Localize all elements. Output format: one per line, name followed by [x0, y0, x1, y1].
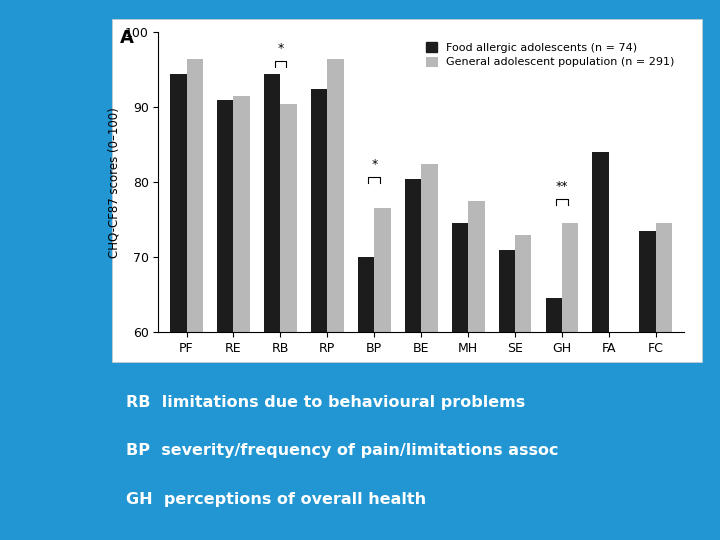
Bar — [405, 179, 421, 540]
Bar — [515, 235, 531, 540]
Text: BP  severity/frequency of pain/limitations assoc: BP severity/frequency of pain/limitation… — [126, 443, 559, 458]
Bar — [233, 96, 250, 540]
Bar — [328, 59, 343, 540]
Bar — [311, 89, 328, 540]
Bar — [562, 224, 578, 540]
Bar — [639, 231, 656, 540]
Text: *: * — [277, 42, 284, 55]
Text: GH  perceptions of overall health: GH perceptions of overall health — [126, 492, 426, 507]
Bar — [546, 299, 562, 540]
Bar — [421, 164, 438, 540]
Bar — [499, 249, 515, 540]
Bar — [217, 100, 233, 540]
Text: RB  limitations due to behavioural problems: RB limitations due to behavioural proble… — [126, 395, 526, 410]
Bar — [358, 257, 374, 540]
Text: **: ** — [556, 180, 568, 193]
Bar — [374, 208, 391, 540]
Bar — [264, 73, 280, 540]
Bar — [280, 104, 297, 540]
Bar — [186, 59, 203, 540]
Text: *: * — [371, 158, 377, 171]
Bar — [451, 224, 468, 540]
Text: A: A — [120, 29, 134, 46]
Bar — [656, 224, 672, 540]
Bar — [170, 73, 186, 540]
Legend: Food allergic adolescents (n = 74), General adolescent population (n = 291): Food allergic adolescents (n = 74), Gene… — [421, 38, 678, 72]
Y-axis label: CHQ-CF87 scores (0–100): CHQ-CF87 scores (0–100) — [107, 107, 121, 258]
Bar — [468, 201, 485, 540]
Bar — [593, 152, 609, 540]
